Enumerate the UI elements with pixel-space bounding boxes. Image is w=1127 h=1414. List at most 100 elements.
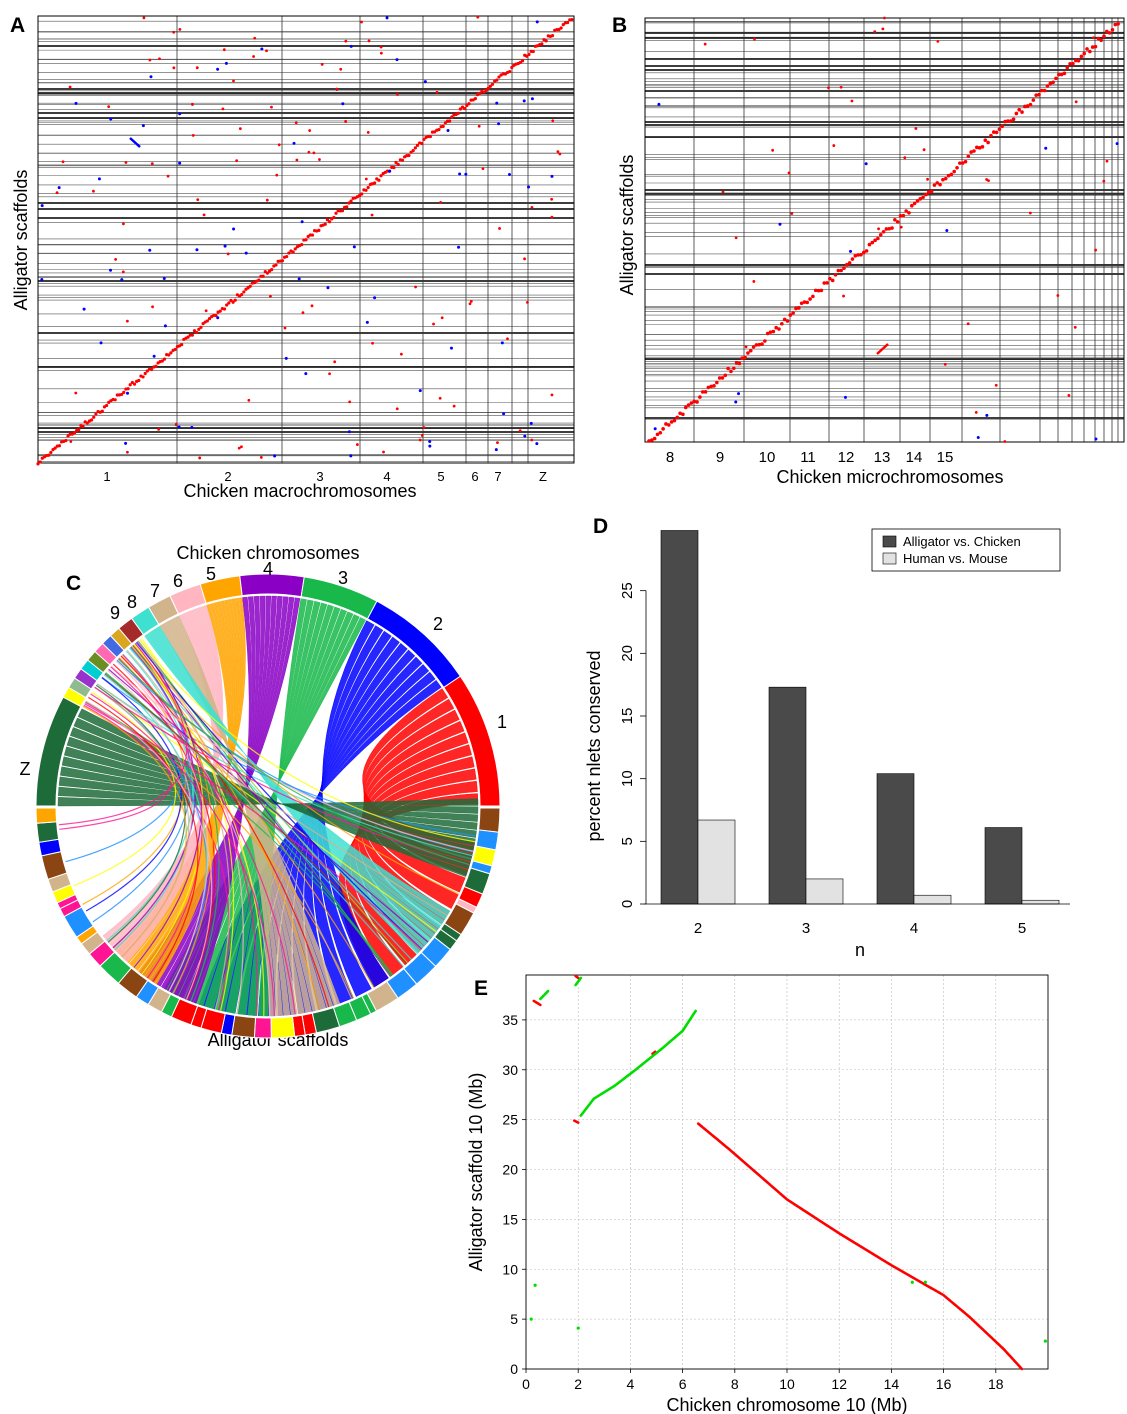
red-point — [232, 79, 235, 83]
panel-letter-c: C — [66, 572, 81, 595]
blue-point — [152, 354, 156, 358]
syntenic-point — [510, 65, 514, 70]
syntenic-point — [478, 91, 482, 96]
syntenic-point — [1045, 84, 1050, 88]
syntenic-point — [921, 195, 925, 200]
red-point — [435, 90, 439, 94]
red-point — [753, 37, 756, 41]
syntenic-point — [938, 182, 942, 187]
syntenic-point — [132, 382, 137, 386]
panel-letter-e: E — [474, 977, 488, 1000]
ribbon-8 — [157, 625, 421, 955]
syntenic-point — [1031, 98, 1036, 102]
blue-point — [74, 101, 78, 105]
syntenic-point — [720, 376, 725, 380]
red-point — [1092, 36, 1095, 40]
syntenic-point — [274, 263, 278, 267]
y-tick-label: 10 — [619, 770, 636, 787]
syntenic-point — [508, 69, 512, 74]
red-point — [395, 407, 399, 411]
alignment-points — [647, 16, 1120, 443]
syntenic-point — [986, 140, 990, 145]
syntenic-point — [943, 176, 948, 181]
syntenic-point — [918, 197, 923, 201]
plot-frame — [37, 15, 575, 464]
syntenic-point — [771, 329, 776, 334]
blue-point — [395, 58, 399, 62]
syntenic-point — [1008, 119, 1013, 123]
syntenic-point — [561, 22, 565, 27]
syntenic-point — [141, 375, 145, 379]
syntenic-point — [788, 313, 793, 317]
red-point — [1094, 248, 1097, 252]
x-axis-label: n — [855, 940, 865, 960]
syntenic-point — [842, 266, 846, 271]
red-point — [440, 316, 444, 320]
red-point — [114, 257, 118, 261]
syntenic-point — [1102, 34, 1106, 39]
syntenic-point — [1096, 36, 1101, 41]
blue-point — [273, 454, 277, 458]
chromosome-label-1: 1 — [497, 712, 507, 732]
syntenic-point — [130, 380, 134, 385]
syntenic-point — [173, 347, 177, 352]
syntenic-point — [1090, 45, 1095, 49]
red-point — [721, 190, 725, 194]
syntenic-point — [1076, 58, 1081, 63]
red-point — [238, 127, 242, 131]
syntenic-point — [929, 189, 934, 194]
red-point — [439, 200, 443, 204]
syntenic-point — [332, 215, 336, 220]
red-point — [308, 129, 312, 132]
syntenic-point — [723, 373, 728, 378]
red-point — [734, 236, 738, 240]
blue-point — [195, 248, 199, 252]
syntenic-point — [901, 213, 906, 218]
alignment-segment — [574, 976, 583, 987]
y-tick-label: 35 — [502, 1012, 518, 1028]
syntenic-point — [729, 369, 733, 374]
alignment-point — [1043, 1339, 1047, 1343]
syntenic-point — [66, 434, 70, 438]
syntenic-point — [941, 177, 945, 182]
syntenic-point — [154, 364, 158, 368]
alignment-point — [910, 1280, 914, 1284]
syntenic-point — [850, 257, 855, 261]
syntenic-point — [960, 161, 965, 165]
red-point — [157, 427, 161, 431]
syntenic-point — [85, 421, 89, 425]
blue-point — [82, 307, 86, 311]
blue-point — [849, 249, 853, 253]
x-tick-label: 12 — [838, 449, 855, 466]
syntenic-point — [864, 249, 869, 253]
blue-point — [522, 99, 526, 103]
bars — [660, 530, 1060, 905]
x-tick-label: 1 — [103, 469, 110, 484]
red-point — [204, 309, 208, 313]
syntenic-point — [757, 342, 762, 347]
syntenic-point — [686, 403, 691, 407]
red-point — [974, 410, 978, 414]
x-tick-labels: 1 2 3 4 5 6 7 Z — [103, 469, 547, 484]
x-tick-label: 2 — [694, 920, 702, 937]
syntenic-point — [317, 228, 321, 232]
syntenic-point — [1093, 44, 1098, 49]
x-tick-label: 18 — [988, 1376, 1004, 1392]
panel-a: A 1 2 3 4 5 6 7 Z Chicken macrochromosomes Alli… — [10, 14, 575, 501]
red-point — [355, 443, 359, 446]
syntenic-point — [819, 288, 824, 293]
ribbon-line — [83, 704, 230, 1011]
blue-point — [141, 124, 145, 128]
red-point — [414, 285, 417, 289]
x-tick-label: 5 — [437, 469, 444, 484]
blue-point — [124, 441, 128, 445]
scaffold-arc — [253, 1017, 272, 1039]
ribbon-line — [85, 700, 213, 1000]
syntenic-point — [1042, 88, 1047, 93]
ribbon-line — [110, 666, 296, 1015]
syntenic-point — [162, 357, 167, 361]
ribbon-line — [115, 660, 209, 992]
syntenic-point — [859, 252, 863, 257]
ribbon-line — [96, 683, 448, 916]
syntenic-point — [409, 150, 413, 154]
